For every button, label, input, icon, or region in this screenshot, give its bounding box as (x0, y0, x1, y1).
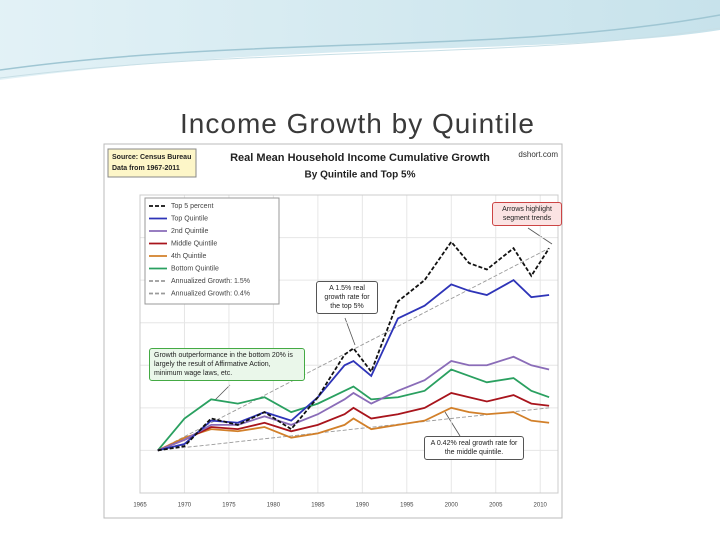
x-tick-label: 1980 (267, 503, 281, 509)
annotation: A 0.42% real growth rate for the middle … (424, 436, 524, 460)
annotation: Growth outperformance in the bottom 20% … (149, 348, 305, 381)
legend-label: Annualized Growth: 1.5% (171, 278, 250, 285)
series-line (157, 407, 550, 451)
series-line (157, 368, 550, 452)
plot-border (139, 194, 559, 494)
x-tick-label: 1995 (400, 503, 414, 509)
series-line (157, 392, 550, 452)
x-tick-label: 1965 (133, 503, 147, 509)
legend-label: 2nd Quintile (171, 228, 208, 235)
annotation: A 1.5% real growth rate for the top 5% (316, 281, 378, 314)
legend-label: Top Quintile (171, 215, 208, 222)
slide-title: Income Growth by Quintile (180, 108, 535, 139)
x-tick-label: 2000 (445, 503, 459, 509)
legend-label: Bottom Quintile (171, 265, 219, 272)
legend-label: 4th Quintile (171, 253, 207, 260)
x-tick-label: 2010 (534, 503, 548, 509)
source-text: Source: Census Bureau (112, 154, 191, 161)
series-line (157, 247, 550, 451)
source-text: Data from 1967-2011 (112, 165, 180, 172)
chart: Real Mean Household Income Cumulative Gr… (103, 143, 563, 519)
series-line (157, 240, 550, 452)
legend-box (144, 197, 280, 305)
series-line (157, 406, 550, 452)
x-tick-label: 1970 (178, 503, 192, 509)
legend-label: Annualized Growth: 0.4% (171, 290, 250, 297)
chart-title: Real Mean Household Income Cumulative Gr… (230, 152, 490, 164)
x-tick-label: 1990 (356, 503, 370, 509)
x-tick-label: 1975 (222, 503, 236, 509)
credit: dshort.com (518, 150, 558, 159)
x-tick-label: 2005 (489, 503, 503, 509)
source-box (107, 148, 197, 178)
x-tick-label: 1985 (311, 503, 325, 509)
legend-label: Middle Quintile (171, 240, 217, 247)
chart-subtitle: By Quintile and Top 5% (305, 170, 416, 181)
series-line (157, 355, 550, 452)
annotation: Arrows highlight segment trends (492, 202, 562, 226)
legend-label: Top 5 percent (171, 203, 213, 210)
series-line (157, 279, 550, 452)
header-decoration (0, 0, 720, 80)
